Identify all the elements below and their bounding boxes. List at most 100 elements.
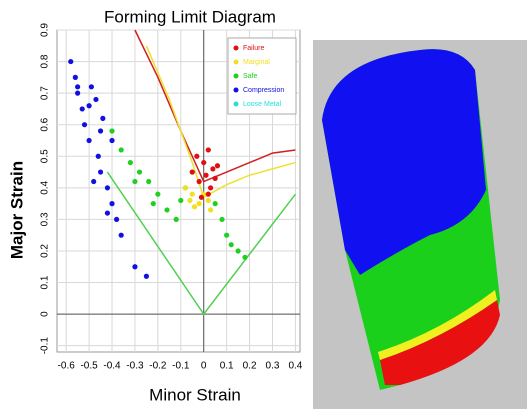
data-point <box>132 178 138 185</box>
x-tick-label: -0.4 <box>103 361 121 372</box>
y-tick-label: 0.1 <box>40 275 51 289</box>
data-point <box>235 248 241 254</box>
data-point <box>104 210 111 216</box>
data-point <box>210 166 216 172</box>
data-point <box>219 216 225 223</box>
data-point <box>198 194 205 200</box>
data-point <box>189 169 195 175</box>
limit-curve <box>145 45 296 199</box>
y-tick-label: 0.5 <box>40 149 51 163</box>
y-tick-label: 0.9 <box>40 23 51 37</box>
data-point <box>164 207 170 213</box>
data-point <box>114 216 120 223</box>
x-tick-label: 0.4 <box>288 361 302 372</box>
data-point <box>109 201 115 207</box>
data-point <box>228 242 234 248</box>
legend-label: Safe <box>243 73 258 80</box>
data-point <box>81 122 88 128</box>
3d-part-image <box>313 40 527 409</box>
y-tick-label: 0.7 <box>40 86 51 100</box>
cylinder-top <box>322 49 486 275</box>
legend-marker <box>233 87 239 93</box>
data-point <box>118 147 124 153</box>
data-point <box>93 96 99 103</box>
data-point <box>146 178 152 185</box>
legend-marker <box>233 59 239 65</box>
x-tick-label: -0.2 <box>149 361 167 372</box>
data-point <box>86 103 92 109</box>
legend-label: Compression <box>243 87 284 94</box>
data-point <box>173 216 179 223</box>
data-point <box>194 153 200 159</box>
data-point <box>104 185 111 191</box>
data-point <box>242 254 248 260</box>
data-point <box>100 115 106 121</box>
legend-marker <box>233 101 239 107</box>
data-point <box>205 147 211 153</box>
data-point <box>214 163 221 169</box>
x-axis-label: Minor Strain <box>149 385 241 404</box>
cylinder-marginal-band <box>378 290 497 360</box>
legend-label: Marginal <box>243 59 270 66</box>
data-point <box>201 159 207 166</box>
data-point <box>224 232 230 238</box>
chart-title: Forming Limit Diagram <box>104 7 276 26</box>
data-point <box>95 153 101 159</box>
legend-label: Failure <box>243 45 265 52</box>
data-point <box>72 74 78 80</box>
data-point <box>207 185 214 191</box>
data-point <box>205 197 211 204</box>
cylinder-failure-band <box>380 300 500 385</box>
data-point <box>182 185 188 191</box>
data-point <box>212 175 218 181</box>
data-point <box>203 172 209 178</box>
y-axis-label: Major Strain <box>7 161 26 259</box>
data-point <box>109 128 115 134</box>
y-tick-label: 0.6 <box>40 117 51 131</box>
y-tick-label: 0.2 <box>40 244 51 258</box>
data-point <box>178 197 184 204</box>
legend-marker <box>233 73 239 79</box>
data-point <box>109 137 115 144</box>
y-tick-label: 0.3 <box>40 212 51 226</box>
y-tick-label: 0 <box>40 311 51 317</box>
y-tick-label: -0.1 <box>40 337 51 355</box>
y-tick-label: 0.4 <box>40 180 51 194</box>
data-point <box>207 207 214 213</box>
x-tick-label: 0 <box>201 361 207 372</box>
limit-curve <box>106 171 297 316</box>
data-point <box>97 169 104 175</box>
x-tick-label: -0.1 <box>172 361 190 372</box>
data-point <box>132 264 138 270</box>
data-point <box>118 232 124 238</box>
x-tick-label: -0.6 <box>58 361 76 372</box>
y-tick-label: 0.8 <box>40 54 51 68</box>
data-point <box>75 84 81 90</box>
x-tick-label: -0.3 <box>126 361 144 372</box>
x-tick-label: 0.3 <box>266 361 280 372</box>
data-point <box>155 191 161 197</box>
legend-box <box>227 37 297 115</box>
data-point <box>97 128 104 134</box>
data-point <box>187 197 193 204</box>
data-point <box>205 191 211 197</box>
data-point <box>79 106 85 112</box>
data-point <box>75 90 81 96</box>
data-point <box>86 137 92 144</box>
data-point <box>143 273 150 279</box>
data-point <box>91 178 97 185</box>
data-point <box>127 159 133 166</box>
x-tick-label: -0.5 <box>80 361 98 372</box>
data-point <box>196 178 202 185</box>
legend-marker <box>233 45 239 51</box>
data-point <box>88 84 94 90</box>
x-tick-label: 0.2 <box>243 361 257 372</box>
data-point <box>191 204 198 210</box>
x-tick-label: 0.1 <box>220 361 234 372</box>
data-point <box>68 58 74 65</box>
data-point <box>189 191 195 197</box>
data-point <box>212 201 218 207</box>
data-point <box>136 169 143 175</box>
